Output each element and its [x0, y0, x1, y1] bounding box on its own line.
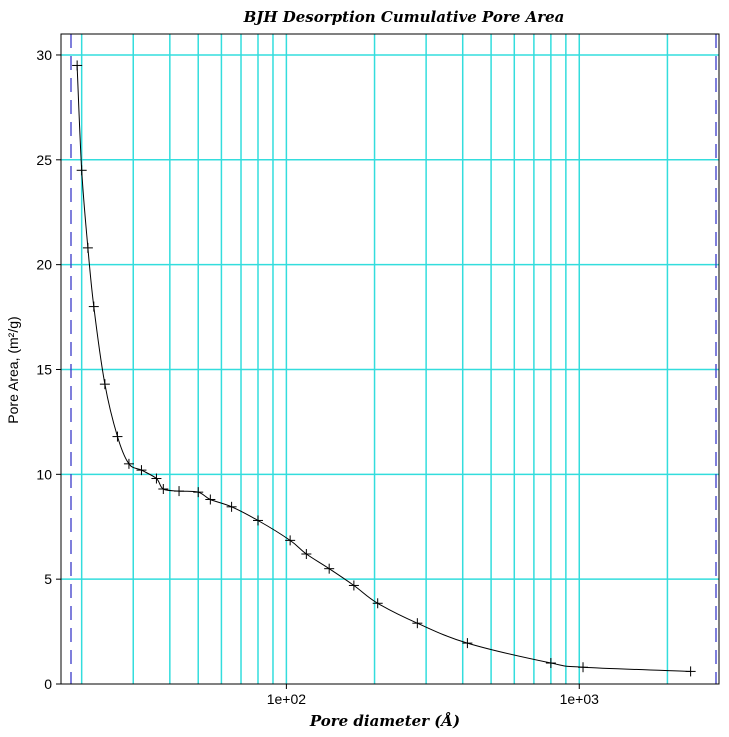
data-point	[462, 638, 473, 649]
y-tick-label: 20	[36, 257, 52, 273]
y-tick-label: 25	[36, 152, 52, 168]
data-point	[205, 494, 216, 505]
y-tick-label: 10	[36, 466, 52, 482]
data-point	[226, 501, 237, 512]
x-tick-label: 1e+02	[267, 691, 307, 707]
data-point	[82, 242, 93, 253]
data-point	[193, 487, 204, 498]
data-point	[324, 563, 335, 574]
y-tick-label: 30	[36, 47, 52, 63]
y-axis-label: Pore Area, (m²/g)	[5, 316, 21, 423]
data-point	[301, 549, 312, 559]
data-point	[136, 465, 147, 476]
data-point	[76, 165, 87, 176]
data-point	[88, 301, 99, 312]
data-point	[253, 515, 264, 526]
data-point	[72, 60, 83, 71]
data-point	[151, 473, 162, 484]
x-tick-label: 1e+03	[560, 691, 600, 707]
data-point	[123, 458, 134, 469]
axis-ticks: 0 5 10 15 20 25 30 1e+02 1e+03	[36, 47, 599, 707]
data-point	[99, 379, 110, 390]
grid	[61, 34, 719, 684]
y-tick-label: 0	[44, 676, 52, 692]
data-point	[285, 535, 296, 546]
x-axis-label: Pore diameter (Å)	[309, 712, 460, 730]
data-point	[685, 666, 696, 677]
data-point	[578, 662, 589, 673]
plot-frame	[60, 33, 720, 685]
y-tick-label: 5	[44, 571, 52, 587]
data-point	[348, 580, 359, 591]
data-point	[158, 484, 169, 494]
data-point	[412, 618, 423, 629]
chart-title: BJH Desorption Cumulative Pore Area	[243, 8, 565, 26]
data-point	[174, 486, 185, 497]
data-point	[545, 658, 556, 669]
y-tick-label: 15	[36, 361, 52, 377]
dashed-lines	[70, 34, 717, 684]
data-point	[112, 431, 123, 442]
series-points	[72, 60, 696, 677]
data-point	[372, 598, 383, 609]
